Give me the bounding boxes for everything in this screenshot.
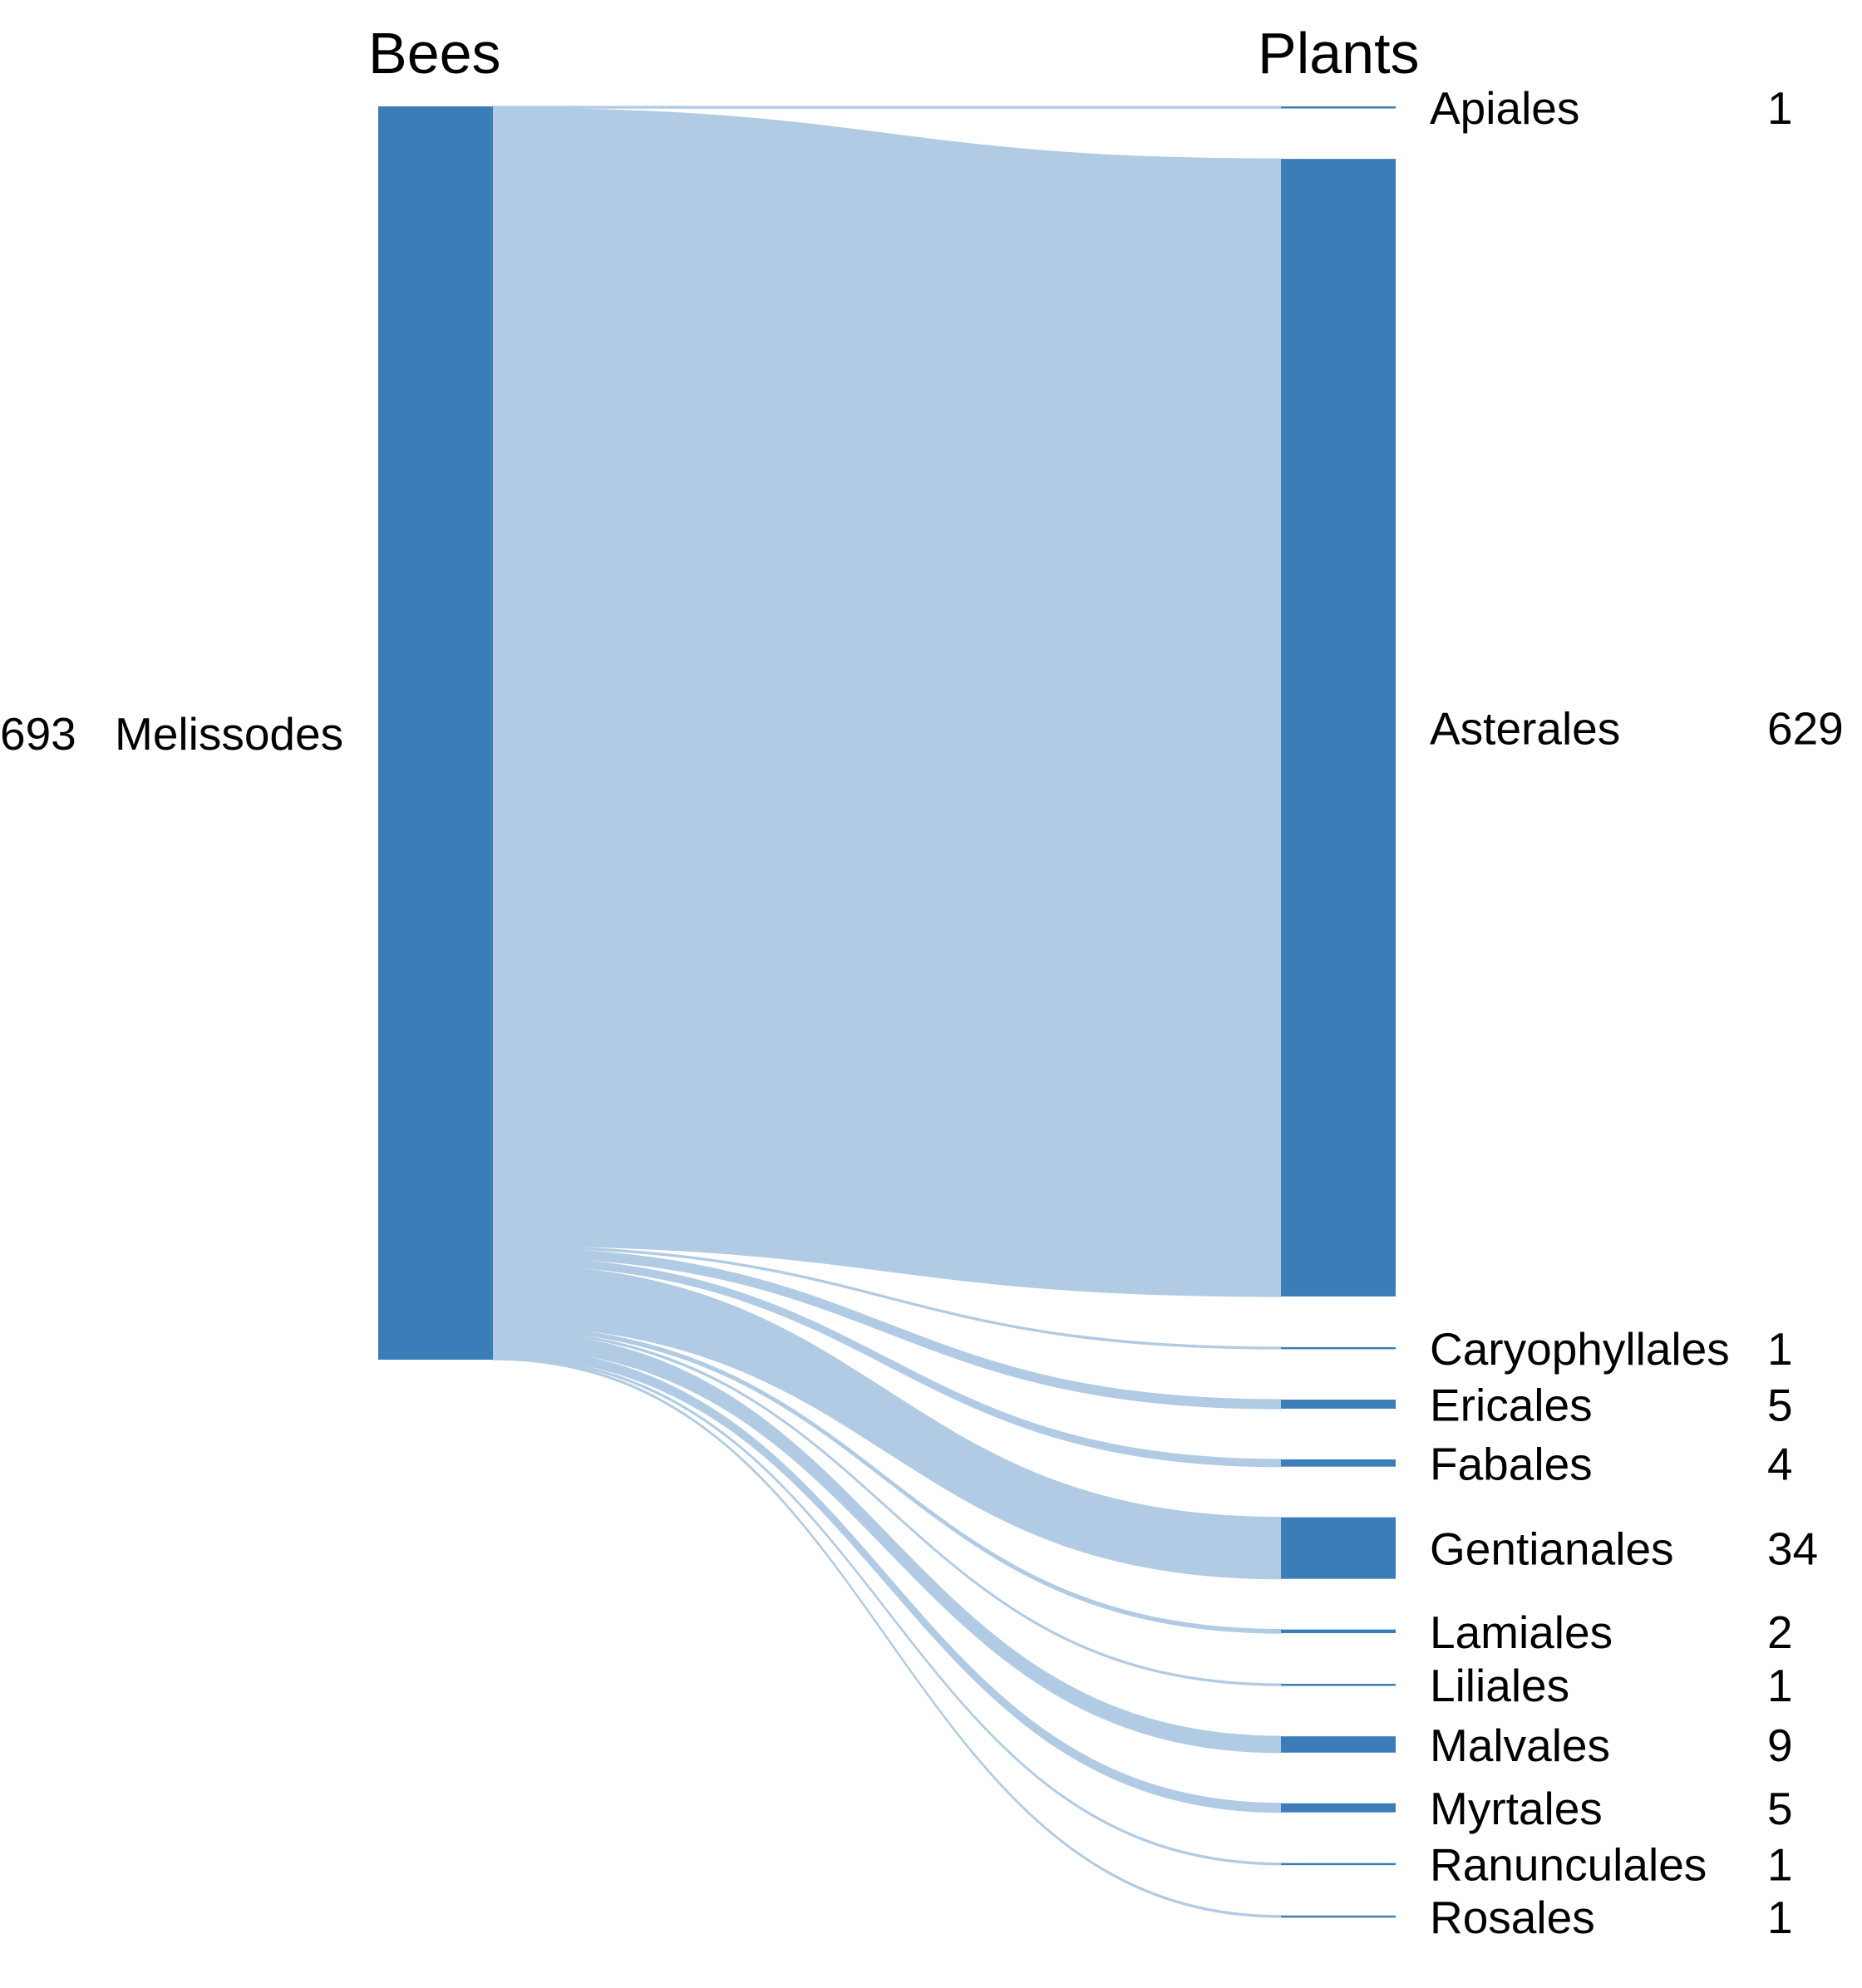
node-value-asterales: 629 (1767, 703, 1844, 755)
link-melissodes-malvales (492, 1330, 1282, 1754)
node-lamiales (1281, 1629, 1396, 1634)
node-label-liliales: Liliales (1430, 1660, 1569, 1711)
node-label-ranunculales: Ranunculales (1430, 1839, 1707, 1891)
node-label-malvales: Malvales (1430, 1720, 1610, 1771)
node-value-gentianales: 34 (1767, 1523, 1818, 1575)
node-value-myrtales: 5 (1767, 1783, 1793, 1834)
node-label-lamiales: Lamiales (1430, 1607, 1613, 1658)
node-value-ericales: 5 (1767, 1380, 1793, 1431)
node-malvales (1281, 1736, 1396, 1753)
node-ericales (1281, 1400, 1396, 1409)
node-label-apiales: Apiales (1430, 82, 1579, 134)
link-melissodes-liliales (492, 1328, 1282, 1686)
node-value-rosales: 1 (1767, 1892, 1793, 1943)
node-rosales (1281, 1915, 1396, 1918)
node-label-myrtales: Myrtales (1430, 1783, 1603, 1834)
node-value-liliales: 1 (1767, 1660, 1793, 1711)
link-melissodes-gentianales (492, 1263, 1282, 1580)
node-label-asterales: Asterales (1430, 703, 1620, 755)
node-value-apiales: 1 (1767, 82, 1793, 134)
node-myrtales (1281, 1803, 1396, 1813)
node-value-fabales: 4 (1767, 1438, 1793, 1489)
node-value-lamiales: 2 (1767, 1607, 1793, 1658)
node-label-rosales: Rosales (1430, 1892, 1595, 1943)
link-melissodes-ericales (492, 1247, 1282, 1410)
node-melissodes (378, 106, 493, 1360)
node-value-caryophyllales: 1 (1767, 1323, 1793, 1375)
sankey-nodes (378, 106, 1396, 1918)
node-value-malvales: 9 (1767, 1720, 1793, 1771)
node-value-ranunculales: 1 (1767, 1839, 1793, 1891)
right-column-title: Plants (1258, 21, 1420, 86)
node-gentianales (1281, 1517, 1396, 1579)
sankey-links (492, 106, 1282, 1918)
link-melissodes-apiales (492, 106, 1282, 109)
node-caryophyllales (1281, 1346, 1396, 1350)
node-ranunculales (1281, 1863, 1396, 1866)
link-melissodes-myrtales (492, 1346, 1282, 1813)
node-label-gentianales: Gentianales (1430, 1523, 1674, 1575)
link-melissodes-fabales (492, 1256, 1282, 1468)
node-asterales (1281, 159, 1396, 1297)
node-value-melissodes: 693 (0, 708, 76, 760)
left-column-title: Bees (368, 21, 501, 86)
node-label-melissodes: Melissodes (115, 708, 343, 760)
node-label-fabales: Fabales (1430, 1438, 1593, 1489)
node-liliales (1281, 1684, 1396, 1686)
node-apiales (1281, 106, 1396, 109)
link-melissodes-asterales (492, 107, 1282, 1297)
sankey-labels: 693 Melissodes Apiales 1 Asterales 629 Caryoph… (0, 82, 1844, 1943)
node-label-ericales: Ericales (1430, 1380, 1593, 1431)
link-melissodes-lamiales (492, 1325, 1282, 1634)
node-fabales (1281, 1459, 1396, 1467)
node-label-caryophyllales: Caryophyllales (1430, 1323, 1730, 1375)
